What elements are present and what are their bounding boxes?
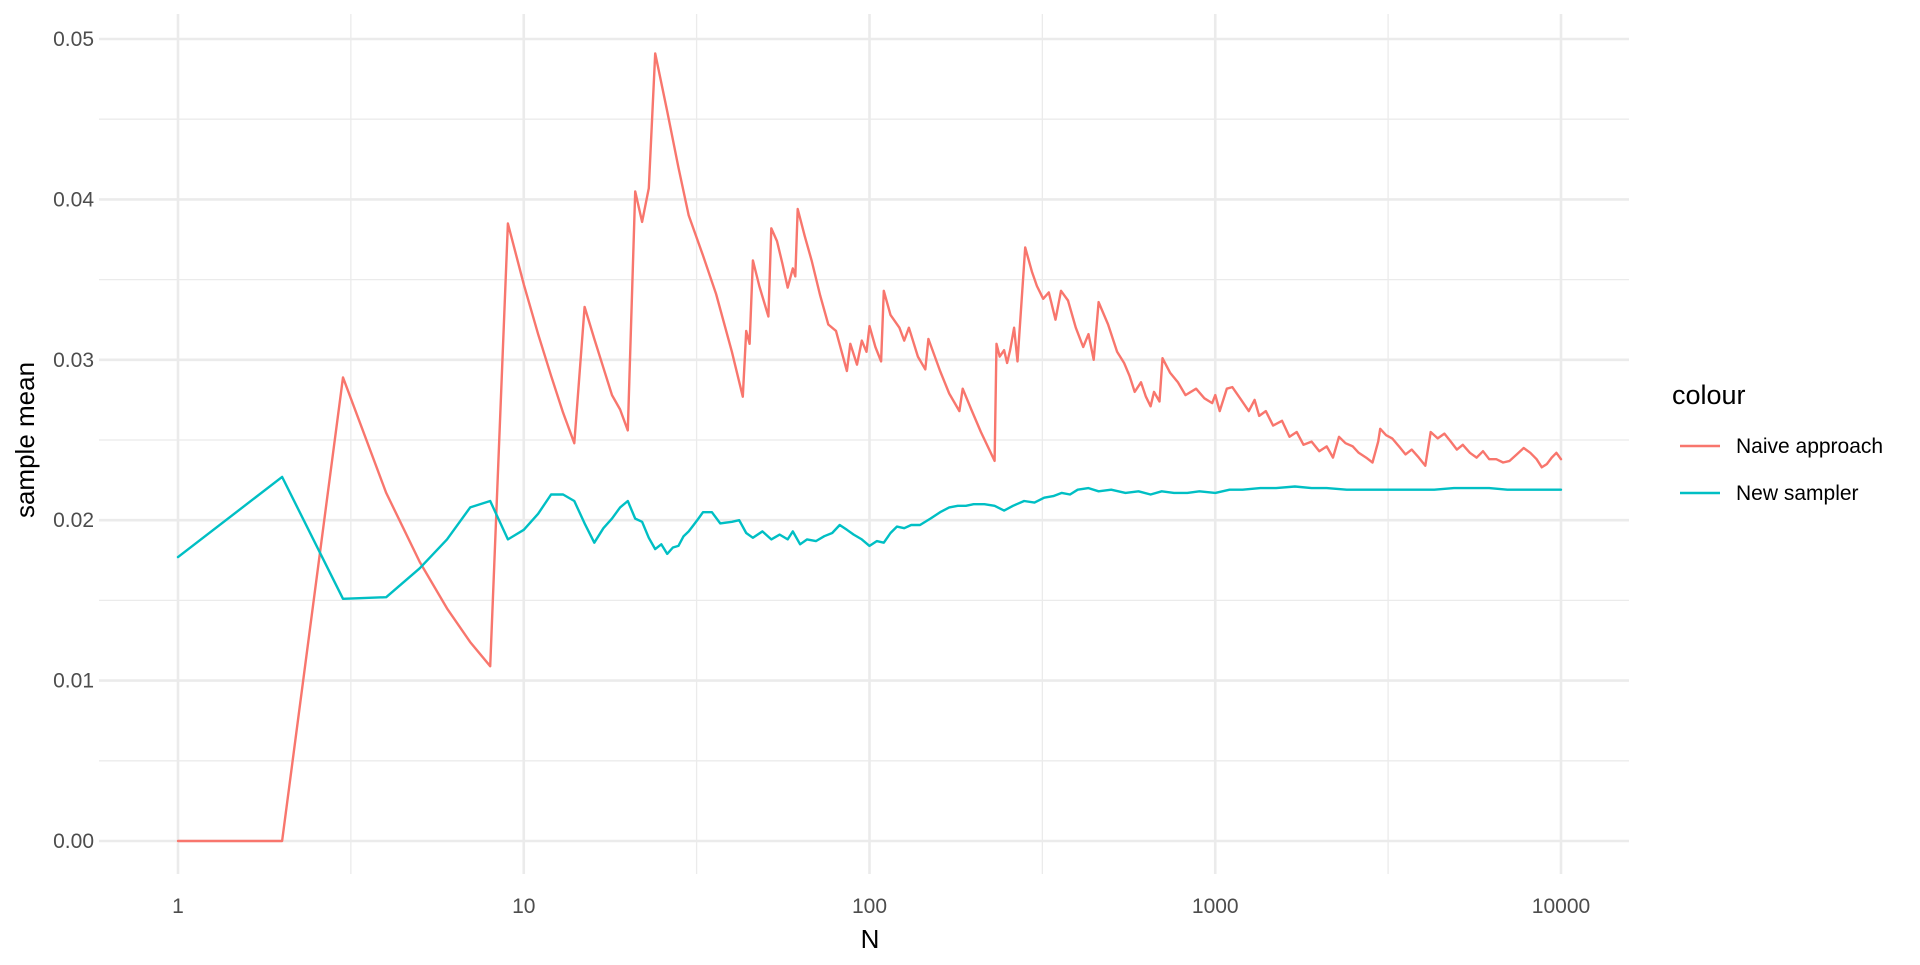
tick-labels: 0.00 0.01 0.02 0.03 0.04 0.05 1 10 100 1000 10000 [53, 28, 1590, 918]
legend-label-naive-approach: Naive approach [1736, 435, 1883, 458]
series-lines [176, 52, 1563, 843]
y-tick-label: 0.01 [53, 670, 94, 693]
y-axis-title: sample mean [10, 362, 40, 518]
x-tick-label: 1 [172, 895, 184, 918]
legend-label-new-sampler: New sampler [1736, 482, 1859, 505]
legend: colour Naive approach New sampler [1672, 380, 1883, 505]
x-tick-label: 10000 [1532, 895, 1590, 918]
y-tick-label: 0.03 [53, 349, 94, 372]
x-tick-label: 100 [852, 895, 887, 918]
legend-title: colour [1672, 380, 1746, 410]
gridlines [99, 14, 1629, 874]
series-line-new-sampler [176, 475, 1563, 600]
x-tick-label: 1000 [1192, 895, 1239, 918]
y-tick-label: 0.00 [53, 830, 94, 853]
x-tick-label: 10 [512, 895, 535, 918]
series-line-naive-approach [176, 52, 1563, 843]
y-tick-label: 0.04 [53, 188, 94, 211]
y-tick-label: 0.05 [53, 28, 94, 51]
y-tick-label: 0.02 [53, 509, 94, 532]
x-axis-title: N [861, 924, 880, 954]
